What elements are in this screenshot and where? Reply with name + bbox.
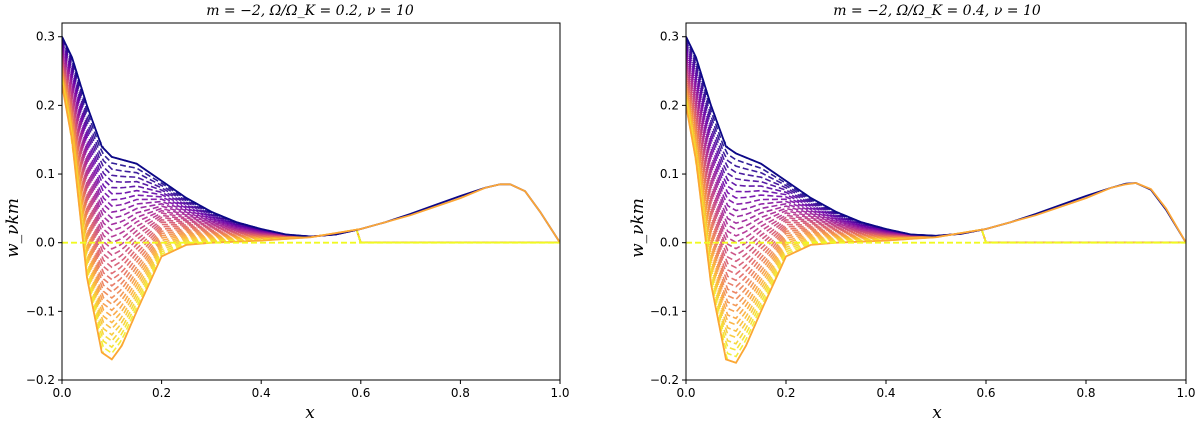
dashed-family-curve [686,84,1186,301]
y-axis-label: w_νkm [3,198,23,258]
dashed-family-curve [62,37,560,244]
dashed-family-curve [62,59,560,257]
dashed-family-curve [686,71,1186,263]
y-tick-label: 0.2 [660,98,679,112]
dashed-family-curve [686,78,1186,282]
y-tick-label: 0.3 [660,30,679,44]
dashed-family-curve [62,36,560,244]
dashed-family-curve [62,74,560,318]
y-tick-label: 0.0 [660,236,679,250]
dashed-family-curve [686,57,1186,244]
dashed-family-curve [62,52,560,244]
x-tick-label: 0.6 [351,386,370,400]
plot-area [686,36,1186,364]
x-tick-label: 0.0 [676,386,695,400]
dashed-family-curve [62,67,560,287]
x-tick-label: 1.0 [550,386,569,400]
y-tick-label: 0.0 [36,236,55,250]
dashed-family-curve [686,36,1186,244]
dashed-family-curve [686,65,1186,244]
dashed-family-curve [62,58,560,250]
series-line [686,105,1186,364]
x-tick-label: 0.6 [976,386,995,400]
x-tick-label: 1.0 [1176,386,1195,400]
y-tick-label: 0.1 [36,167,55,181]
dashed-family-curve [686,74,1186,269]
dashed-family-curve [62,72,560,312]
plot-area [62,36,560,361]
y-tick-label: 0.1 [660,167,679,181]
dashed-family-curve [62,51,560,244]
dashed-family-curve [686,51,1186,244]
y-tick-label: −0.1 [26,304,55,318]
dashed-family-curve [62,77,560,330]
dashed-family-curve [686,55,1186,244]
dashed-family-curve [62,56,560,244]
dashed-family-curve [686,86,1186,307]
dashed-family-curve [62,81,560,349]
plot-panel-right: m = −2, Ω/Ω_K = 0.4, ν = 10 x w_νkm 0.0 0… [628,3,1196,423]
x-tick-label: 0.2 [776,386,795,400]
dashed-family-curve [686,53,1186,244]
y-axis-label: w_νkm [628,198,648,258]
dashed-family-curve [686,63,1186,244]
x-tick-label: 0.2 [152,386,171,400]
dashed-family-curve [686,59,1186,244]
x-tick-label: 0.4 [876,386,895,400]
dashed-family-curve [686,80,1186,288]
dashed-family-curve [62,70,560,300]
plot-frame [61,22,561,381]
plot-frame [685,22,1187,381]
x-axis-label: x [932,403,942,423]
dashed-family-curve [686,61,1186,244]
dashed-family-curve [686,69,1186,256]
x-tick-label: 0.8 [451,386,470,400]
series-line [686,36,1186,244]
y-tick-label: 0.3 [36,30,55,44]
series-line [62,84,560,361]
dashed-family-curve [686,103,1186,358]
plot-title: m = −2, Ω/Ω_K = 0.2, ν = 10 [206,3,414,19]
dashed-family-curve [686,96,1186,339]
y-tick-label: −0.2 [26,373,55,387]
dashed-family-curve [686,105,1186,364]
x-tick-label: 0.4 [252,386,271,400]
dashed-family-curve [62,53,560,244]
x-axis-label: x [305,403,315,423]
series-line [62,36,560,244]
x-tick-label: 0.8 [1076,386,1095,400]
dashed-family-curve [62,55,560,244]
plot-panel-left: m = −2, Ω/Ω_K = 0.2, ν = 10 x w_νkm 0.0 0… [3,3,570,423]
plot-title: m = −2, Ω/Ω_K = 0.4, ν = 10 [833,3,1041,19]
x-tick-label: 0.0 [52,386,71,400]
y-tick-label: −0.2 [650,373,679,387]
y-tick-label: 0.2 [36,98,55,112]
y-tick-label: −0.1 [650,304,679,318]
